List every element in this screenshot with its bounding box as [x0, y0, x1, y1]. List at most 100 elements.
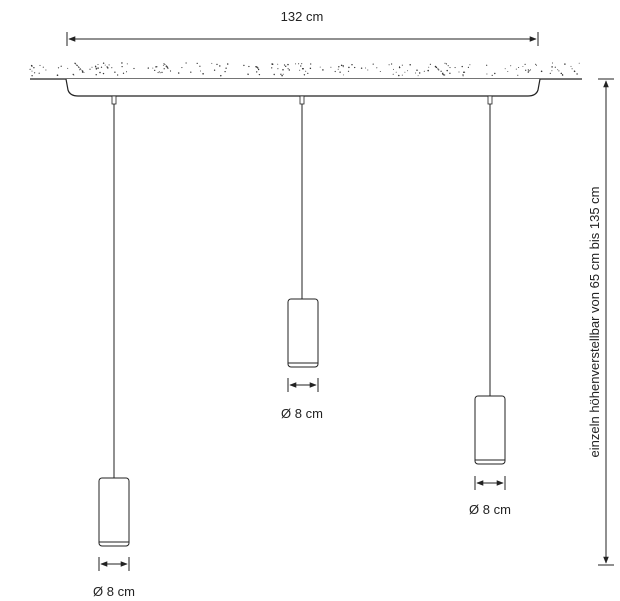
ceiling-speck	[535, 64, 537, 66]
ceiling-speck	[343, 74, 345, 76]
ceiling-speck	[190, 71, 192, 73]
ceiling-speck	[307, 72, 309, 74]
width-label: 132 cm	[281, 9, 324, 24]
ceiling-speck	[133, 67, 135, 70]
ceiling-speck	[154, 69, 156, 72]
ceiling-speck	[342, 66, 344, 68]
ceiling-speck	[95, 66, 97, 68]
ceiling-speck	[491, 74, 493, 76]
ceiling-speck	[277, 63, 279, 65]
ceiling-speck	[443, 74, 446, 76]
ceiling-speck	[417, 75, 419, 77]
ceiling-speck	[81, 71, 83, 74]
ceiling-speck	[398, 66, 401, 69]
ceiling-speck	[449, 72, 451, 74]
ceiling-speck	[549, 72, 551, 74]
ceiling-speck	[560, 72, 563, 75]
ceiling-speck	[185, 62, 187, 64]
ceiling-speck	[423, 70, 425, 72]
ceiling-speck	[551, 70, 553, 72]
ceiling-speck	[376, 67, 378, 69]
ceiling-speck	[271, 63, 273, 65]
pendant-3-diameter-label: Ø 8 cm	[469, 502, 511, 517]
ceiling-speck	[435, 66, 438, 69]
ceiling-speck	[302, 68, 304, 70]
ceiling-speck	[347, 70, 350, 72]
ceiling-speck	[334, 70, 336, 73]
ceiling-speck	[486, 73, 488, 75]
ceiling-speck	[564, 63, 566, 65]
ceiling-speck	[404, 71, 406, 73]
ceiling-speck	[442, 74, 445, 76]
ceiling-speck	[524, 63, 526, 65]
ceiling-texture	[29, 62, 580, 77]
ceiling-speck	[557, 69, 559, 71]
ceiling-speck	[155, 66, 158, 68]
ceiling-speck	[467, 66, 469, 68]
ceiling-speck	[202, 73, 204, 75]
canopy	[65, 78, 541, 97]
ceiling-speck	[458, 71, 460, 73]
ceiling-speck	[444, 62, 446, 64]
ceiling-speck	[177, 72, 180, 74]
ceiling-speck	[256, 71, 258, 73]
ceiling-speck	[558, 70, 560, 72]
ceiling-speck	[81, 70, 84, 73]
ceiling-speck	[504, 68, 506, 70]
height-range-label: einzeln höhenverstellbar von 65 cm bis 1…	[587, 187, 602, 458]
ceiling-speck	[339, 71, 341, 73]
ceiling-speck	[287, 63, 289, 66]
ceiling-speck	[438, 69, 440, 71]
ceiling-speck	[295, 63, 297, 65]
ceiling-speck	[199, 65, 201, 67]
ceiling-speck	[561, 74, 564, 76]
ceiling-speck	[57, 67, 60, 69]
ceiling-speck	[56, 74, 59, 76]
ceiling-speck	[342, 65, 344, 67]
ceiling-speck	[395, 71, 397, 73]
ceiling-speck	[529, 69, 532, 71]
ceiling-speck	[248, 65, 250, 68]
ceiling-speck	[298, 63, 300, 65]
ceiling-speck	[574, 71, 576, 73]
ceiling-speck	[440, 70, 442, 72]
ceiling-speck	[257, 67, 259, 69]
ceiling-speck	[527, 71, 530, 73]
ceiling-speck	[271, 67, 273, 69]
ceiling-speck	[42, 66, 44, 68]
ceiling-speck	[216, 63, 218, 66]
ceiling-speck	[429, 63, 432, 65]
ceiling-speck	[181, 67, 183, 69]
ceiling-speck	[522, 65, 524, 67]
ceiling-speck	[100, 66, 103, 68]
ceiling-speck	[224, 70, 226, 73]
ceiling-speck	[554, 66, 556, 68]
pendant-3: Ø 8 cm	[469, 95, 511, 517]
ceiling-speck	[102, 62, 105, 64]
ceiling-speck	[528, 70, 530, 72]
ceiling-speck	[348, 66, 350, 69]
ceiling-speck	[161, 71, 163, 74]
ceiling-speck	[322, 69, 324, 71]
ceiling-speck	[33, 67, 35, 69]
ceiling-speck	[437, 68, 439, 70]
ceiling-speck	[578, 62, 580, 64]
ceiling-speck	[525, 69, 527, 71]
ceiling-speck	[277, 68, 279, 70]
ceiling-speck	[159, 72, 161, 74]
ceiling-speck	[338, 66, 340, 68]
ceiling-speck	[80, 68, 82, 70]
ceiling-speck	[121, 62, 123, 64]
ceiling-speck	[454, 67, 456, 69]
ceiling-speck	[39, 64, 41, 66]
ceiling-speck	[147, 67, 149, 69]
ceiling-speck	[106, 66, 108, 68]
ceiling-speck	[447, 65, 449, 67]
ceiling-speck	[507, 71, 509, 72]
ceiling-speck	[283, 64, 286, 66]
ceiling-speck	[226, 63, 229, 65]
ceiling-speck	[540, 70, 543, 73]
ceiling-speck	[570, 65, 572, 67]
ceiling-speck	[571, 68, 573, 70]
